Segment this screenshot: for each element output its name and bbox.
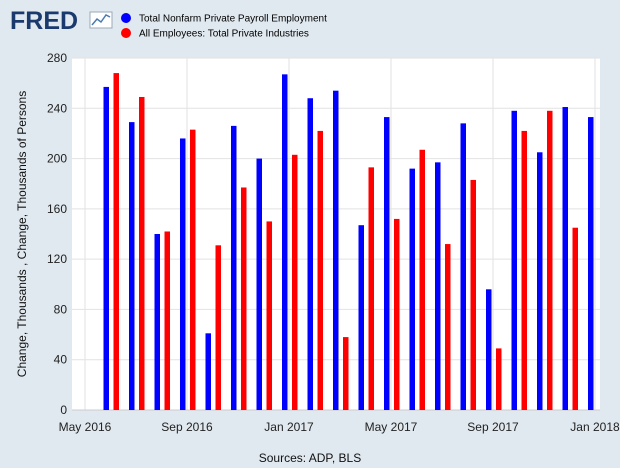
bar-bls[interactable]	[292, 154, 298, 410]
x-tick-label: Sep 2017	[467, 420, 519, 434]
bar-adp[interactable]	[333, 90, 339, 410]
legend-swatch-red	[121, 28, 131, 38]
bar-adp[interactable]	[460, 123, 467, 410]
y-tick-label: 160	[47, 202, 67, 216]
bar-bls[interactable]	[572, 227, 579, 410]
bar-bls[interactable]	[215, 245, 222, 410]
bar-bls[interactable]	[190, 129, 196, 410]
fred-logo-text: FRED	[10, 7, 78, 35]
legend-swatch-blue	[121, 13, 131, 23]
y-axis-ticks: 0 40 80 120 160 200 240 280	[47, 51, 67, 417]
y-tick-label: 40	[54, 353, 68, 367]
legend-item-red-series[interactable]: All Employees: Total Private Industries	[121, 28, 309, 40]
bar-bls[interactable]	[113, 73, 120, 410]
bar-adp[interactable]	[231, 125, 237, 410]
bar-bls[interactable]	[496, 348, 502, 410]
bar-adp[interactable]	[562, 107, 569, 411]
bar-adp[interactable]	[129, 122, 135, 410]
x-axis-ticks: May 2016 Sep 2016 Jan 2017 May 2017 Sep 2017…	[59, 420, 620, 434]
bar-bls[interactable]	[521, 130, 528, 410]
legend-label-blue: Total Nonfarm Private Payroll Employment	[139, 14, 327, 25]
x-tick-label: May 2017	[365, 420, 418, 434]
y-tick-label: 80	[54, 302, 68, 316]
bar-adp[interactable]	[486, 289, 492, 410]
bar-bls[interactable]	[547, 110, 553, 411]
legend-item-blue-series[interactable]: Total Nonfarm Private Payroll Employment	[121, 13, 327, 25]
chart-line-icon	[89, 11, 113, 29]
bar-adp[interactable]	[307, 98, 314, 410]
bar-adp[interactable]	[511, 110, 518, 411]
x-tick-label: Jan 2017	[264, 420, 314, 434]
bar-bls[interactable]	[470, 179, 477, 410]
x-tick-label: Sep 2016	[161, 420, 213, 434]
bar-bls[interactable]	[343, 337, 349, 410]
bar-adp[interactable]	[409, 168, 416, 410]
fred-logo[interactable]: FRED	[10, 7, 113, 35]
bar-adp[interactable]	[384, 117, 390, 410]
bar-bls[interactable]	[241, 187, 247, 410]
bar-bls[interactable]	[317, 130, 324, 410]
bar-adp[interactable]	[358, 225, 365, 410]
bars	[103, 73, 594, 411]
bar-bls[interactable]	[368, 167, 375, 410]
bar-bls[interactable]	[164, 231, 171, 410]
bar-bls[interactable]	[445, 244, 451, 410]
bar-adp[interactable]	[256, 158, 263, 410]
x-tick-label: Jan 2018	[570, 420, 620, 434]
x-tick-label: May 2016	[59, 420, 112, 434]
y-tick-label: 200	[47, 152, 67, 166]
y-tick-label: 240	[47, 101, 67, 115]
bar-bls[interactable]	[394, 218, 400, 410]
y-axis-title: Change, Thousands , Change, Thousands of…	[15, 91, 29, 377]
y-tick-label: 0	[60, 403, 67, 417]
legend: Total Nonfarm Private Payroll Employment…	[121, 13, 327, 40]
bar-adp[interactable]	[205, 333, 212, 410]
bar-adp[interactable]	[154, 234, 161, 410]
source-caption: Sources: ADP, BLS	[259, 451, 362, 465]
bar-adp[interactable]	[282, 74, 288, 410]
legend-label-red: All Employees: Total Private Industries	[139, 29, 309, 40]
bar-bls[interactable]	[266, 221, 273, 410]
bar-adp[interactable]	[103, 86, 110, 411]
bar-adp[interactable]	[435, 162, 441, 410]
y-tick-label: 280	[47, 51, 67, 65]
bar-bls[interactable]	[139, 96, 145, 410]
bar-adp[interactable]	[588, 117, 594, 410]
bar-adp[interactable]	[537, 152, 543, 411]
y-tick-label: 120	[47, 252, 67, 266]
bar-bls[interactable]	[419, 149, 426, 410]
bar-adp[interactable]	[180, 138, 186, 410]
